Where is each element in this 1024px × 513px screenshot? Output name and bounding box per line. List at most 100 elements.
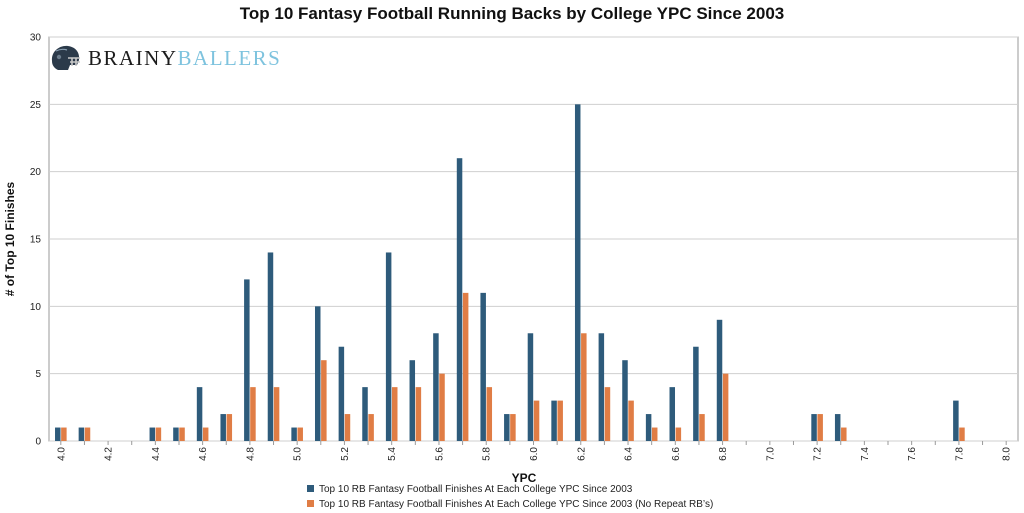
football-helmet-icon [51,45,80,70]
x-tick-label: 7.4 [860,447,871,461]
bar-series1 [433,333,439,441]
bar-series1 [385,252,392,441]
bar-series1 [480,292,486,441]
bar-series1 [669,387,676,441]
y-tick-label: 20 [30,167,42,178]
bar-series2 [273,387,280,441]
bar-series1 [527,333,534,441]
bar-series2 [722,373,729,441]
bar-series2 [226,414,233,441]
bar-series1 [55,427,61,441]
x-tick-label: 7.6 [907,447,918,461]
bar-series1 [338,346,345,441]
y-tick-label: 10 [30,302,42,313]
bar-series2 [202,427,209,441]
x-tick-label: 8.0 [1002,447,1013,461]
x-tick-label: 7.2 [813,447,824,461]
bar-series1 [598,333,605,441]
bar-series1 [504,414,510,441]
bar-series1 [645,414,652,441]
bar-series2 [817,414,823,441]
x-tick-label: 4.0 [56,447,67,461]
bar-series2 [841,427,847,441]
x-tick-label: 5.6 [434,447,445,461]
x-tick-label: 6.6 [671,447,682,461]
legend-label: Top 10 RB Fantasy Football Finishes At E… [319,484,633,495]
x-tick-label: 5.8 [482,447,493,461]
y-tick-label: 15 [30,235,42,246]
bar-series2 [391,387,398,441]
x-tick-label: 7.0 [765,447,776,461]
x-tick-label: 4.2 [104,447,115,461]
bar-series2 [699,414,705,441]
bar-series1 [244,279,250,441]
bar-series1 [291,427,297,441]
bar-series1 [267,252,274,441]
bar-series1 [953,400,959,441]
bar-series2 [675,427,682,441]
bar-series1 [409,360,416,441]
bar-series1 [834,414,841,441]
bar-series1 [314,306,321,441]
y-axis-label: # of Top 10 Finishes [3,181,17,296]
bar-series2 [959,427,965,441]
x-tick-label: 5.2 [340,447,351,461]
bar-series2 [179,427,185,441]
chart-title: Top 10 Fantasy Football Running Backs by… [240,4,784,23]
bar-series1 [78,427,85,441]
bar-series2 [533,400,540,441]
bar-series2 [415,387,422,441]
x-tick-label: 4.4 [151,447,162,461]
bar-series2 [557,400,563,441]
bar-series2 [250,387,256,441]
bar-series2 [581,333,587,441]
logo-text-brainy: BRAINY [88,45,178,70]
bar-series1 [811,414,817,441]
x-tick-label: 6.8 [718,447,729,461]
bar-series2 [297,427,303,441]
bar-series2 [84,427,91,441]
x-tick-label: 5.0 [293,447,304,461]
x-tick-label: 6.2 [576,447,587,461]
x-axis-label: YPC [512,471,537,485]
bar-series2 [486,387,493,441]
x-tick-label: 7.8 [954,447,965,461]
bar-series1 [574,104,581,441]
bar-series2 [510,414,516,441]
x-tick-label: 6.0 [529,447,540,461]
legend-swatch [307,485,314,492]
bar-series2 [651,427,658,441]
bar-series2 [368,414,374,441]
logo-text-ballers: BALLERS [177,45,282,70]
bar-series2 [439,373,445,441]
bar-series2 [61,427,67,441]
x-tick-label: 4.6 [198,447,209,461]
bar-series1 [716,319,723,441]
bar-series2 [321,360,327,441]
x-tick-label: 5.4 [387,447,398,461]
bar-series1 [196,387,203,441]
y-tick-label: 30 [30,33,42,44]
bar-series1 [149,427,156,441]
brand-logo: BRAINY BALLERS [48,42,281,74]
bar-series1 [693,346,699,441]
bar-series2 [628,400,634,441]
legend-label: Top 10 RB Fantasy Football Finishes At E… [319,499,713,510]
y-tick-label: 5 [35,369,41,380]
x-tick-label: 4.8 [245,447,256,461]
bar-series1 [551,400,557,441]
bar-series2 [344,414,351,441]
bar-series1 [622,360,628,441]
y-tick-label: 0 [35,437,41,448]
bar-series1 [220,414,226,441]
bar-series2 [155,427,162,441]
bar-series1 [456,158,463,441]
legend-swatch [307,500,314,507]
y-tick-label: 25 [30,100,42,111]
bar-series1 [362,387,368,441]
bar-series2 [462,292,469,441]
x-tick-label: 6.4 [624,447,635,461]
bar-series2 [604,387,611,441]
